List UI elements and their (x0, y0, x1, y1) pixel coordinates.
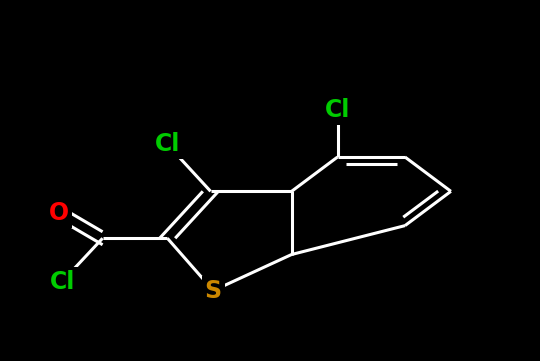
Text: Cl: Cl (155, 132, 180, 156)
Text: Cl: Cl (325, 98, 350, 122)
Text: O: O (49, 201, 70, 225)
Text: S: S (205, 279, 222, 303)
Text: Cl: Cl (50, 270, 75, 293)
